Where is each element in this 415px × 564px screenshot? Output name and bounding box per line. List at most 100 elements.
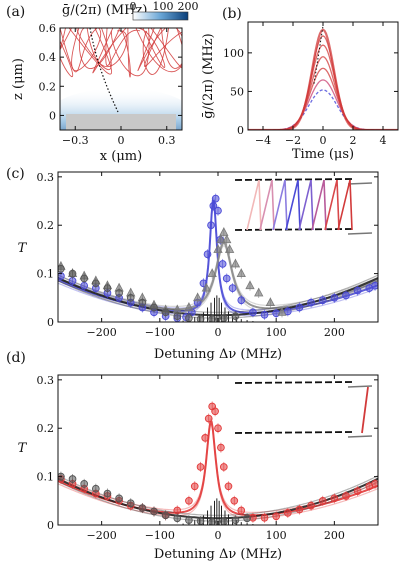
transition-line bbox=[259, 179, 273, 231]
y-axis-label-c: T bbox=[18, 241, 28, 256]
data-point bbox=[265, 297, 276, 307]
colorbar-tick-100: 100 bbox=[153, 0, 174, 13]
data-point bbox=[58, 264, 65, 273]
x-tick-label: −0.3 bbox=[62, 134, 89, 147]
data-point bbox=[295, 303, 304, 312]
data-point bbox=[214, 206, 222, 215]
colorbar-tick-0: 0 bbox=[130, 0, 137, 13]
coupling-curve bbox=[248, 79, 398, 130]
lower-sublevel bbox=[347, 232, 373, 235]
y-tick-label: 0 bbox=[47, 519, 54, 532]
data-point bbox=[307, 298, 315, 307]
data-point bbox=[192, 292, 203, 302]
data-point bbox=[216, 234, 226, 244]
y-tick-label: 0.3 bbox=[37, 374, 55, 387]
data-point bbox=[283, 509, 292, 517]
data-point bbox=[214, 424, 222, 433]
data-point bbox=[217, 443, 225, 452]
data-point bbox=[207, 268, 217, 278]
atom-trajectory bbox=[121, 28, 131, 78]
coupling-curve bbox=[248, 28, 398, 130]
panel-b: −4 −2 0 2 4 0 50 100 Time (μs) ḡ/(2π) (MHz) bbox=[201, 21, 399, 162]
data-point bbox=[201, 282, 212, 292]
data-point bbox=[224, 482, 233, 491]
peak-marker-line bbox=[313, 25, 324, 84]
coupling-curves bbox=[248, 25, 398, 130]
lower-level bbox=[234, 228, 353, 231]
data-point bbox=[208, 518, 217, 525]
x-tick-label: 200 bbox=[324, 529, 345, 542]
upper-sublevel bbox=[347, 182, 373, 185]
data-point bbox=[222, 234, 232, 244]
data-point bbox=[260, 513, 269, 522]
lower-level bbox=[234, 431, 353, 434]
y-tick-label: 0.1 bbox=[37, 471, 55, 484]
data-point bbox=[222, 274, 231, 283]
upper-sublevel bbox=[347, 385, 373, 388]
transition-line bbox=[258, 179, 262, 231]
x-axis-label-d: Detuning Δν (MHz) bbox=[154, 547, 282, 562]
data-point bbox=[103, 489, 112, 498]
fit-curves-d bbox=[58, 418, 378, 522]
transition-line bbox=[349, 179, 353, 231]
data-point bbox=[161, 511, 170, 520]
transition-line bbox=[298, 179, 312, 231]
transition-line bbox=[310, 179, 314, 231]
data-point bbox=[173, 506, 182, 515]
x-axis-label-a: x (μm) bbox=[100, 149, 142, 164]
fit-curves-c bbox=[58, 197, 378, 319]
data-point bbox=[184, 302, 194, 311]
data-point bbox=[204, 414, 213, 423]
y-axis-label-b: ḡ/(2π) (MHz) bbox=[201, 33, 216, 118]
data-point bbox=[196, 315, 205, 322]
panel-a: ḡ/(2π) (MHz) 0 100 200 −0.3 0 0.3 0 0.2 0.4 0.… bbox=[11, 0, 199, 164]
x-tick-label: 200 bbox=[324, 326, 345, 339]
data-point bbox=[185, 516, 193, 525]
fit-curve bbox=[58, 274, 378, 313]
data-point bbox=[196, 517, 205, 525]
atom-trajectory bbox=[144, 28, 182, 67]
atom-trajectory bbox=[76, 28, 112, 70]
coupling-curve bbox=[248, 35, 398, 130]
upper-level bbox=[234, 178, 353, 181]
data-points-d bbox=[58, 401, 378, 525]
data-point bbox=[196, 463, 205, 471]
atom-trajectory bbox=[60, 28, 98, 73]
y-tick-label: 0.4 bbox=[39, 51, 57, 64]
upper-level bbox=[234, 381, 353, 384]
data-points-c bbox=[58, 193, 378, 322]
data-point bbox=[295, 505, 304, 514]
x-tick-label: 2 bbox=[350, 134, 357, 147]
data-point bbox=[190, 482, 199, 491]
data-point bbox=[260, 310, 269, 319]
atom-trajectory bbox=[92, 28, 127, 74]
data-point bbox=[150, 303, 158, 312]
atom-trajectory bbox=[105, 28, 141, 67]
y-tick-label: 0.2 bbox=[39, 80, 57, 93]
data-point bbox=[243, 514, 251, 523]
data-point bbox=[80, 274, 89, 283]
y-axis-label-d: T bbox=[18, 441, 28, 456]
x-tick-label: 4 bbox=[380, 134, 387, 147]
data-point bbox=[150, 507, 158, 516]
colorbar-label: ḡ/(2π) (MHz) bbox=[62, 3, 147, 18]
x-axis-label-c: Detuning Δν (MHz) bbox=[154, 347, 282, 362]
data-point bbox=[211, 407, 219, 416]
data-point bbox=[68, 475, 77, 483]
transition-line bbox=[337, 179, 351, 231]
x-tick-label: 0.3 bbox=[158, 134, 176, 147]
data-point bbox=[330, 293, 339, 302]
data-point bbox=[219, 517, 228, 525]
x-tick-label: 100 bbox=[266, 326, 287, 339]
data-point bbox=[245, 280, 255, 290]
panel-letter-c: (c) bbox=[6, 166, 25, 182]
data-point bbox=[307, 501, 315, 510]
panel-d: −200 −100 0 100 200 0 0.1 0.2 0.3 Detuning Δν (M… bbox=[18, 374, 379, 562]
x-tick-label: 0 bbox=[118, 134, 125, 147]
data-point bbox=[126, 293, 135, 302]
panel-letter-a: (a) bbox=[6, 4, 25, 20]
atom-trajectory bbox=[78, 28, 121, 69]
transition-line bbox=[323, 179, 327, 231]
data-point bbox=[342, 492, 350, 500]
